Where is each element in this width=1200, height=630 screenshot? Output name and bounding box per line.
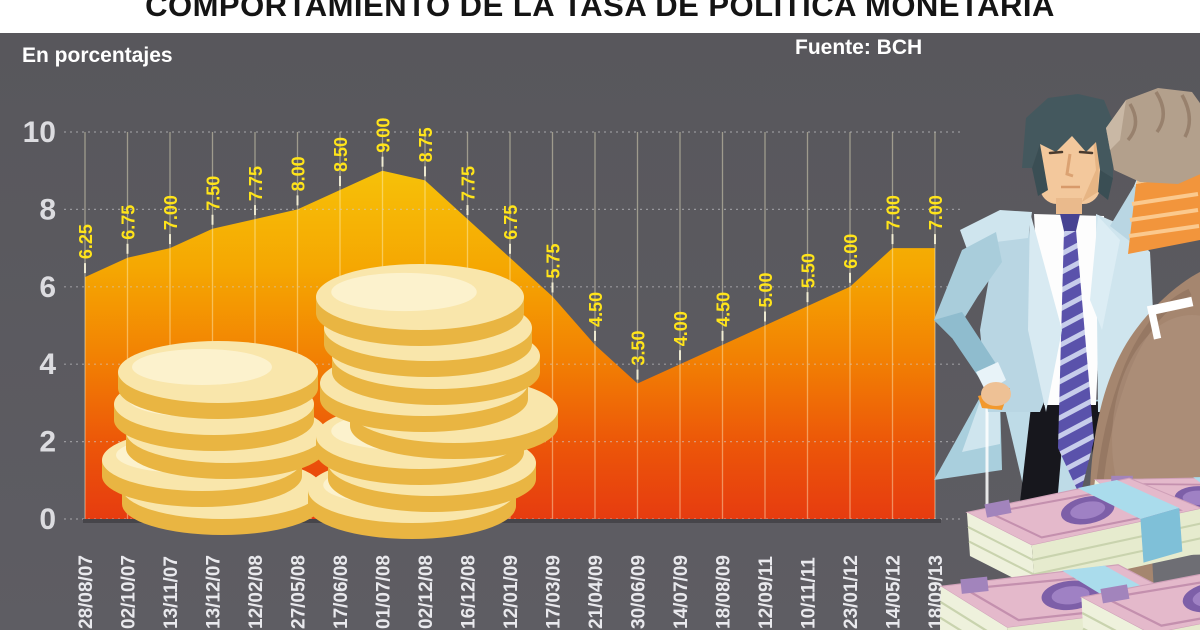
data-point-label: 3.50 <box>629 331 649 366</box>
hand-on-hip <box>981 382 1011 406</box>
tie <box>1058 230 1094 496</box>
data-point-label: 4.00 <box>671 311 691 346</box>
left-arm <box>934 232 1011 410</box>
y-tick-label: 6 <box>39 271 56 304</box>
data-point-label: 5.75 <box>544 243 564 278</box>
data-point-label: 9.00 <box>374 118 394 153</box>
head <box>1022 94 1113 214</box>
y-tick-label: 8 <box>39 193 56 226</box>
x-tick-label: 28/08/07 <box>76 555 97 629</box>
x-tick-label: 02/10/07 <box>119 555 140 629</box>
y-axis-units-label: En porcentajes <box>22 44 173 67</box>
data-point-label: 6.00 <box>841 234 861 269</box>
coin-stack <box>308 264 558 539</box>
title-bar: COMPORTAMIENTO DE LA TASA DE POLÍTICA MO… <box>0 0 1200 33</box>
x-tick-label: 02/12/08 <box>416 555 437 629</box>
y-tick-label: 10 <box>23 116 56 149</box>
x-tick-label: 21/04/09 <box>586 555 607 629</box>
source-label: Fuente: BCH <box>795 36 923 59</box>
y-tick-label: 4 <box>39 348 56 381</box>
x-tick-label: 10/11/11 <box>799 557 820 629</box>
data-point-label: 7.00 <box>884 195 904 230</box>
x-tick-label: 14/07/09 <box>671 555 692 629</box>
coin-stack <box>102 341 326 535</box>
hair <box>1022 94 1113 178</box>
x-tick-label: 17/03/09 <box>544 555 565 629</box>
data-point-label: 6.75 <box>501 205 521 240</box>
data-point-label: 8.00 <box>289 156 309 191</box>
data-point-label: 6.75 <box>119 205 139 240</box>
data-point-label: 8.75 <box>416 127 436 162</box>
data-point-label: 7.50 <box>204 176 224 211</box>
x-tick-label: 12/09/11 <box>756 556 777 629</box>
data-point-label: 5.00 <box>756 272 776 307</box>
x-tick-label: 13/11/07 <box>161 556 182 629</box>
data-point-label: 7.75 <box>246 166 266 201</box>
x-tick-label: 30/06/09 <box>629 555 650 629</box>
x-tick-label: 27/05/08 <box>289 555 310 629</box>
data-point-label: 4.50 <box>714 292 734 327</box>
data-point-label: 7.75 <box>459 166 479 201</box>
eye-right <box>1078 150 1094 155</box>
x-tick-label: 16/12/08 <box>459 555 480 629</box>
x-tick-label: 01/07/08 <box>374 555 395 629</box>
x-tick-label: 13/12/07 <box>204 555 225 629</box>
page-title: COMPORTAMIENTO DE LA TASA DE POLÍTICA MO… <box>145 0 1055 23</box>
x-tick-label: 23/01/12 <box>841 555 862 629</box>
data-point-label: 7.00 <box>926 195 946 230</box>
nose <box>1065 153 1074 178</box>
data-point-label: 7.00 <box>161 195 181 230</box>
y-tick-label: 0 <box>39 503 56 536</box>
x-tick-label: 12/02/08 <box>246 555 267 629</box>
data-point-label: 5.50 <box>799 253 819 288</box>
x-tick-label: 18/08/09 <box>714 555 735 629</box>
torso <box>960 210 1154 496</box>
x-tick-label: 17/06/08 <box>331 555 352 629</box>
fist-with-money <box>1106 88 1200 254</box>
data-point-label: 8.50 <box>331 137 351 172</box>
data-point-label: 4.50 <box>586 292 606 327</box>
eye-left <box>1048 150 1064 155</box>
x-tick-label: 14/05/12 <box>884 555 905 629</box>
x-tick-label: 12/01/09 <box>501 555 522 629</box>
data-point-label: 6.25 <box>76 224 96 259</box>
y-tick-label: 2 <box>39 426 56 459</box>
